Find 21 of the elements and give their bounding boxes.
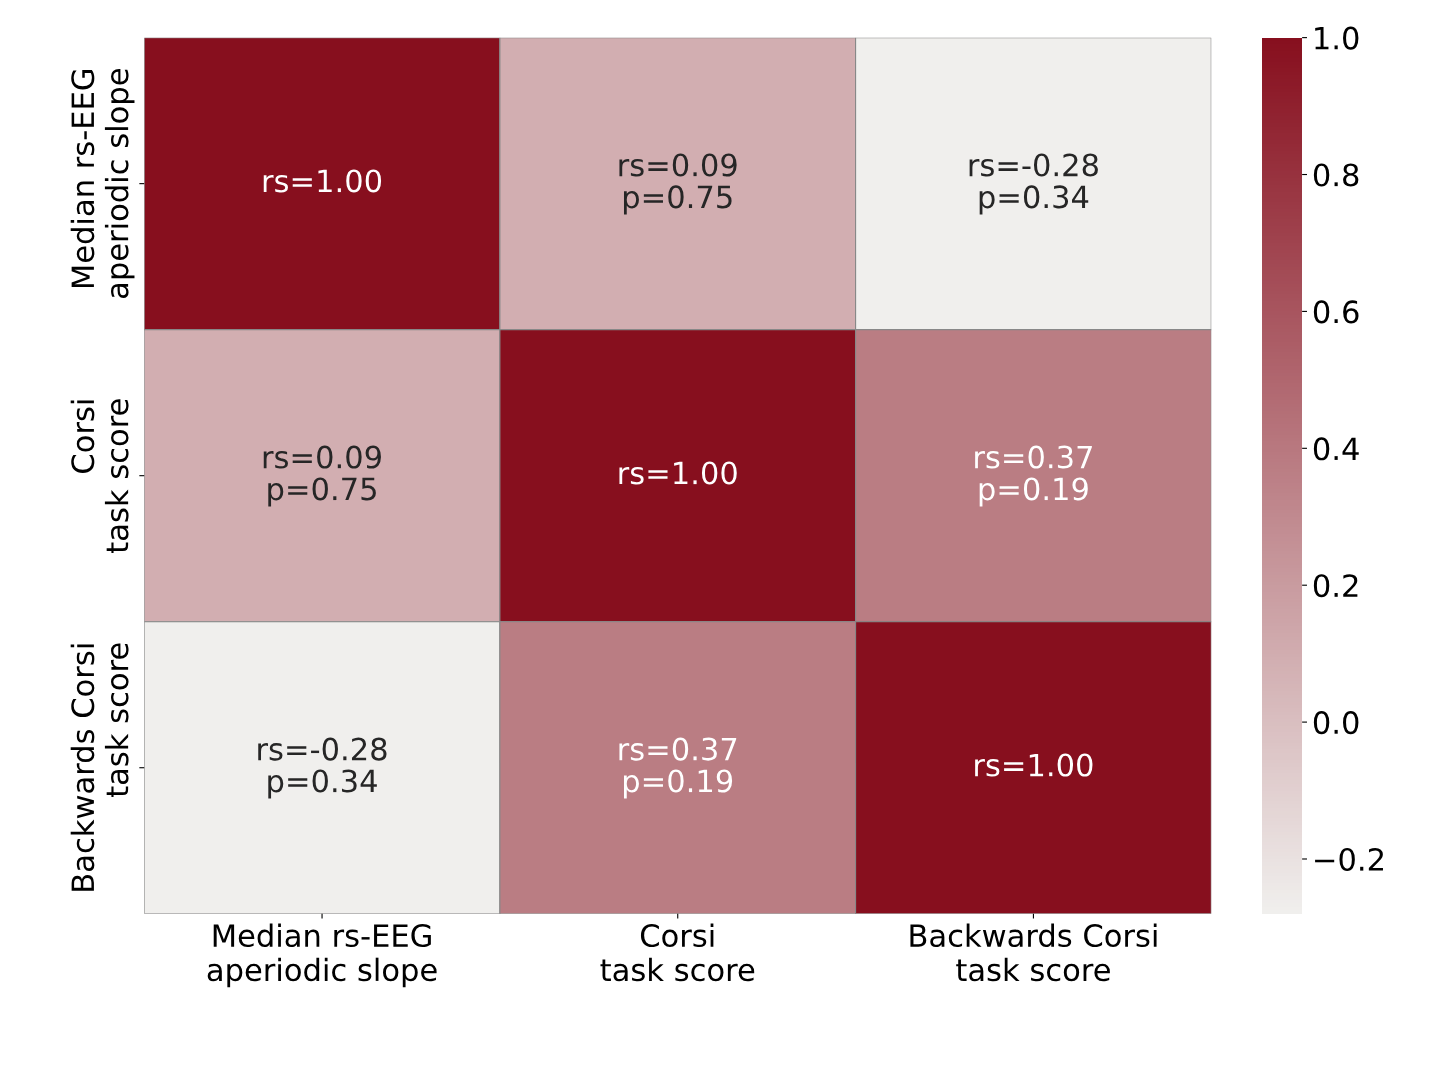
data-label: rs=0.09 p=0.75 <box>619 153 737 215</box>
color-bar-label: 1.0 <box>1315 26 1359 50</box>
data-label: rs=-0.28 p=0.34 <box>258 737 387 799</box>
x-tick-label: Median rs-EEG aperiodic slope <box>207 923 437 988</box>
data-label: rs=1.00 <box>975 753 1093 777</box>
color-bar-label: 0.4 <box>1313 437 1359 461</box>
color-bar-label: −0.2 <box>1315 847 1383 872</box>
color-bar-label: 0.2 <box>1313 574 1358 598</box>
x-tick-label: Corsi task score <box>600 923 755 982</box>
data-label: rs=1.00 <box>619 461 737 485</box>
y-tick-label: Median rs-EEG aperiodic slope <box>70 69 135 298</box>
data-label: rs=-0.28 p=0.34 <box>969 153 1098 215</box>
data-label: rs=0.37 p=0.19 <box>619 737 737 799</box>
y-tick-label: Corsi task score <box>70 399 129 553</box>
color-bar-label: 0.6 <box>1313 300 1359 324</box>
color-bar-label: 0.0 <box>1313 711 1359 735</box>
color-bar-label: 0.8 <box>1313 163 1359 187</box>
data-label: rs=0.09 p=0.75 <box>263 445 381 507</box>
data-label: rs=1.00 <box>263 169 382 193</box>
data-label: rs=0.37 p=0.19 <box>975 445 1092 507</box>
x-tick-label: Backwards Corsi task score <box>910 923 1157 982</box>
